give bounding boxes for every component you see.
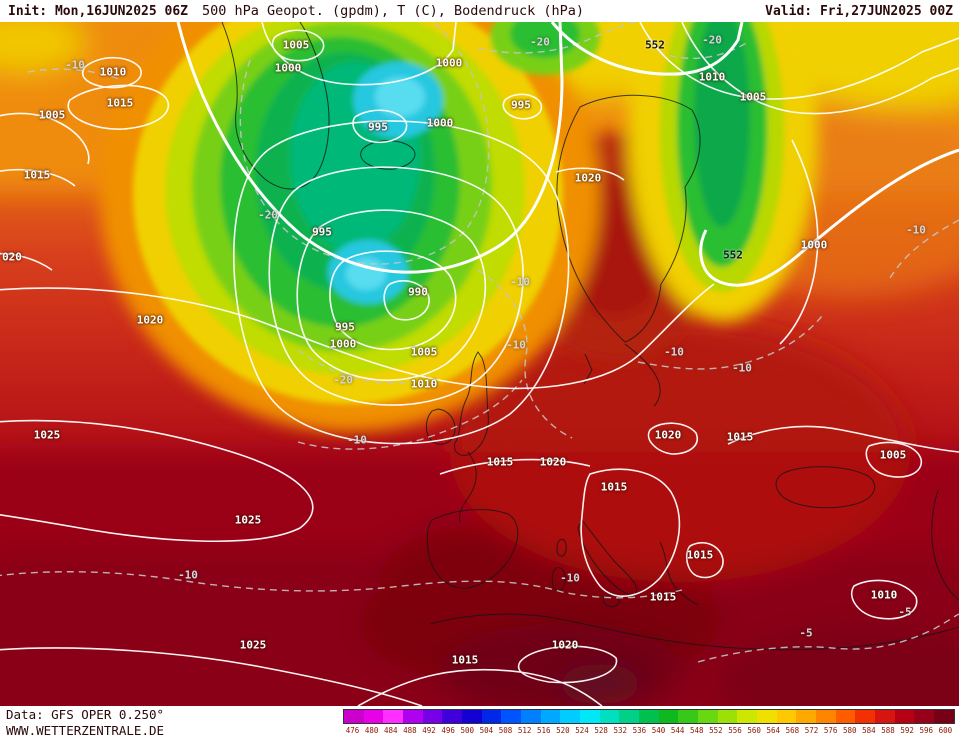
colorbar-segment <box>442 710 463 723</box>
colorbar-segment <box>717 710 738 723</box>
temperature-shading <box>0 22 959 706</box>
colorbar-segment <box>481 710 502 723</box>
map-footer: Data: GFS OPER 0.250° WWW.WETTERZENTRALE… <box>0 706 959 741</box>
colorbar-value: 568 <box>785 726 800 735</box>
map-canvas <box>0 22 959 706</box>
colorbar-value: 512 <box>517 726 532 735</box>
colorbar-value: 552 <box>709 726 723 735</box>
colorbar-value: 584 <box>862 726 876 735</box>
colorbar-segment <box>580 710 600 723</box>
weather-map: 1005 1000 1000 1010 1010 1005 1015 995 1005 1000 9… <box>0 22 959 706</box>
colorbar-segment <box>363 710 384 723</box>
colorbar-segment <box>383 710 404 723</box>
temperature-contours <box>0 22 959 663</box>
colorbar-segment <box>639 710 659 723</box>
colorbar-value: 476 <box>345 726 360 735</box>
colorbar-segment <box>816 710 836 723</box>
colorbar-value: 556 <box>728 726 742 735</box>
colorbar-value: 516 <box>537 726 551 735</box>
colorbar-segment <box>658 710 679 723</box>
colorbar-scale: 476 480 484 488 492 496 500 504 508 512 516 520 524 5… <box>343 726 955 735</box>
colorbar-segment <box>776 710 797 723</box>
colorbar-segment <box>599 710 620 723</box>
colorbar-value: 540 <box>651 726 666 735</box>
geopotential-contours <box>176 22 959 287</box>
colorbar-segment <box>757 710 777 723</box>
map-header: Init: Mon,16JUN2025 06Z 500 hPa Geopot. … <box>0 0 959 22</box>
colorbar-value: 564 <box>766 726 781 735</box>
colorbar-value: 496 <box>441 726 455 735</box>
colorbar-value: 500 <box>460 726 475 735</box>
colorbar-segment <box>894 710 915 723</box>
colorbar-segment <box>855 710 876 723</box>
colorbar-segment <box>737 710 758 723</box>
colorbar-value: 492 <box>422 726 436 735</box>
colorbar-segment <box>344 710 364 723</box>
colorbar-segment <box>521 710 541 723</box>
colorbar-value: 592 <box>900 726 914 735</box>
colorbar-value: 536 <box>632 726 647 735</box>
colorbar-value: 560 <box>747 726 761 735</box>
colorbar-value: 548 <box>690 726 704 735</box>
colorbar-segment <box>796 710 817 723</box>
colorbar-segment <box>934 710 954 723</box>
colorbar-value: 532 <box>613 726 628 735</box>
colorbar-value: 520 <box>556 726 570 735</box>
colorbar-segment <box>462 710 482 723</box>
colorbar-segment <box>540 710 561 723</box>
colorbar-segment <box>560 710 581 723</box>
colorbar-segment <box>835 710 856 723</box>
colorbar-value: 600 <box>938 726 953 735</box>
colorbar-value: 572 <box>804 726 819 735</box>
colorbar-value: 580 <box>843 726 857 735</box>
colorbar-value: 528 <box>594 726 608 735</box>
colorbar-value: 588 <box>881 726 895 735</box>
pressure-contours <box>0 22 959 706</box>
data-source-label: Data: GFS OPER 0.250° <box>6 707 165 722</box>
colorbar-value: 480 <box>364 726 379 735</box>
colorbar-value: 544 <box>670 726 685 735</box>
colorbar-segment <box>619 710 640 723</box>
colorbar-segment <box>422 710 443 723</box>
colorbar-segment <box>403 710 423 723</box>
colorbar-segment <box>875 710 895 723</box>
colorbar-segment <box>698 710 718 723</box>
colorbar-value: 524 <box>575 726 589 735</box>
colorbar-value: 508 <box>498 726 513 735</box>
colorbar-value: 504 <box>479 726 494 735</box>
colorbar-segment <box>501 710 522 723</box>
init-time-label: Init: Mon,16JUN2025 06Z <box>8 3 189 19</box>
colorbar <box>343 709 955 724</box>
valid-time-label: Valid: Fri,27JUN2025 00Z <box>765 3 953 19</box>
colorbar-value: 596 <box>919 726 934 735</box>
colorbar-value: 488 <box>403 726 417 735</box>
colorbar-value: 576 <box>823 726 838 735</box>
colorbar-segment <box>678 710 699 723</box>
colorbar-value: 484 <box>384 726 398 735</box>
map-title: 500 hPa Geopot. (gpdm), T (C), Bodendruc… <box>202 3 585 19</box>
website-label: WWW.WETTERZENTRALE.DE <box>6 723 165 738</box>
colorbar-segment <box>914 710 935 723</box>
